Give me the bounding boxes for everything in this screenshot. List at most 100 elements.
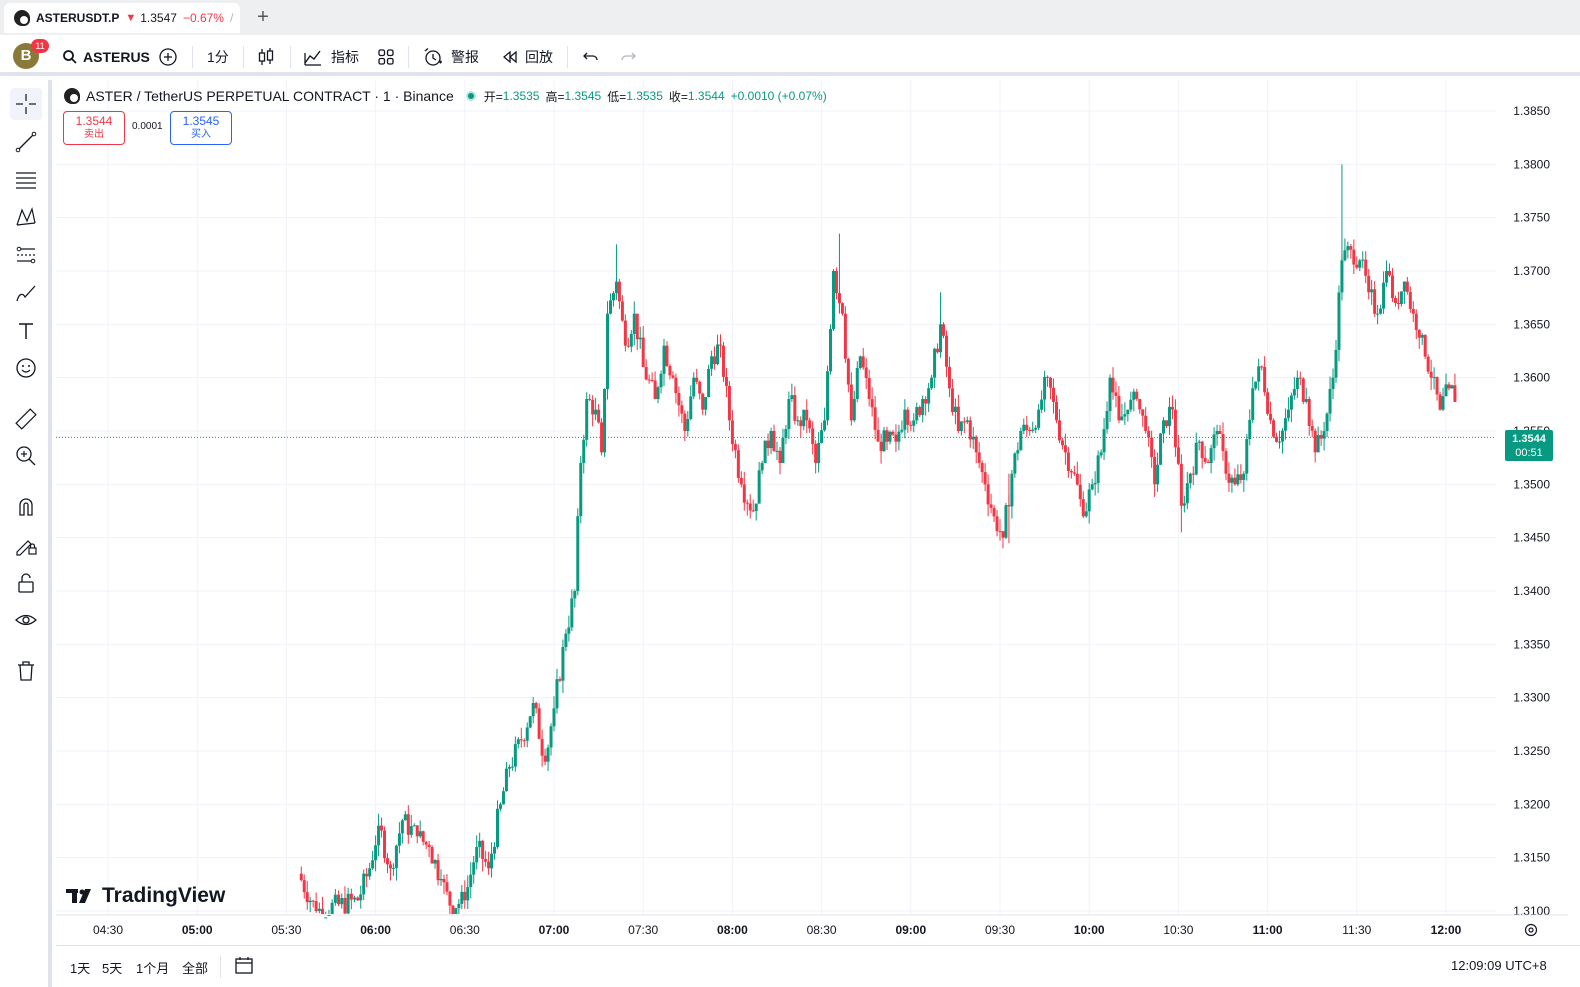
- candle-body: [662, 345, 666, 374]
- candle-body: [1277, 441, 1281, 443]
- range-5d-button[interactable]: 5天: [102, 961, 123, 976]
- range-1d-button[interactable]: 1天: [70, 961, 91, 976]
- candle-body: [760, 463, 764, 471]
- remove-drawings-tool[interactable]: [10, 655, 42, 687]
- drawing-toolbar: [0, 80, 52, 987]
- y-tick-label: 1.3800: [1513, 157, 1550, 171]
- tradingview-watermark[interactable]: TradingView: [66, 884, 225, 908]
- interval-button[interactable]: 1分: [207, 49, 229, 65]
- redo-button[interactable]: [619, 46, 637, 68]
- undo-button[interactable]: [582, 46, 600, 68]
- candle-body: [733, 444, 737, 451]
- fib-tool[interactable]: [10, 164, 42, 196]
- candle-body: [659, 373, 663, 388]
- sell-price: 1.3544: [75, 114, 113, 128]
- magnet-tool[interactable]: [10, 491, 42, 523]
- hide-drawings-tool[interactable]: [10, 604, 42, 636]
- x-tick-label: 07:00: [539, 923, 570, 937]
- legend-title[interactable]: ASTER / TetherUS PERPETUAL CONTRACT · 1 …: [86, 88, 454, 104]
- symbol-search-button[interactable]: ASTERUS: [62, 46, 150, 68]
- candle-body: [1233, 477, 1237, 485]
- layout-button[interactable]: [377, 46, 395, 68]
- candle-body: [555, 679, 559, 709]
- gear-icon[interactable]: [1523, 922, 1539, 938]
- candle-body: [531, 703, 535, 717]
- candle-body: [617, 281, 621, 302]
- indicators-button[interactable]: 指标: [303, 46, 359, 68]
- candle-body: [924, 399, 928, 404]
- candle-body: [823, 420, 827, 431]
- candle-body: [588, 399, 592, 400]
- candle-body: [448, 891, 452, 906]
- candle-body: [1230, 477, 1234, 483]
- trend-line-tool[interactable]: [10, 126, 42, 158]
- new-tab-button[interactable]: +: [257, 6, 269, 28]
- candle-body: [900, 429, 904, 432]
- sell-button[interactable]: 1.3544 卖出: [63, 111, 125, 145]
- alert-button[interactable]: 警报: [423, 46, 479, 68]
- candle-body: [1340, 260, 1344, 293]
- symbol-tab[interactable]: ASTERUSDT.P ▼ 1.3547 −0.67% /: [4, 3, 240, 33]
- prediction-tool[interactable]: [10, 239, 42, 271]
- buy-button[interactable]: 1.3545 买入: [170, 111, 232, 145]
- candle-body: [1057, 420, 1061, 441]
- candle-body: [1263, 367, 1267, 393]
- candle-body: [861, 356, 865, 368]
- candle-body: [1013, 453, 1017, 474]
- candle-body: [674, 377, 678, 394]
- candle-body: [397, 833, 401, 846]
- candle-body: [974, 436, 978, 453]
- crosshair-tool[interactable]: [10, 88, 42, 120]
- candle-body: [1132, 391, 1136, 400]
- candle-body: [840, 303, 844, 314]
- lock-all-tool[interactable]: [10, 567, 42, 599]
- brush-tool[interactable]: [10, 277, 42, 309]
- toolbar-divider: [408, 46, 409, 68]
- market-status-icon[interactable]: [465, 91, 476, 101]
- candle-body: [1260, 366, 1264, 368]
- candle-body: [1123, 414, 1127, 417]
- calendar-icon[interactable]: [234, 955, 254, 975]
- candle-body: [1096, 455, 1100, 483]
- open-label: 开=: [483, 89, 503, 104]
- candle-body: [573, 591, 577, 599]
- candle-body: [1248, 419, 1252, 440]
- lock-drawing-tool[interactable]: [10, 529, 42, 561]
- x-tick-label: 11:30: [1342, 923, 1371, 937]
- chart-background: [56, 80, 1568, 945]
- bottom-bar: 1天 5天 1个月 全部 12:09:09 UTC+8: [56, 945, 1580, 987]
- spread-value: 0.0001: [132, 121, 163, 132]
- candle-body: [754, 503, 758, 511]
- candle-body: [406, 814, 410, 835]
- candle-body: [308, 900, 312, 903]
- high-value: 1.3545: [564, 89, 602, 103]
- y-tick-label: 1.3650: [1513, 317, 1550, 331]
- emoji-tool[interactable]: [10, 352, 42, 384]
- candle-body: [579, 463, 583, 517]
- ruler-tool[interactable]: [10, 403, 42, 435]
- clock-timezone[interactable]: 12:09:09 UTC+8: [1451, 958, 1547, 973]
- chart-type-button[interactable]: [257, 46, 275, 68]
- candle-body: [716, 344, 720, 365]
- search-icon: [63, 50, 77, 64]
- chart-area[interactable]: 1.3850 1.3800 1.3750 1.3700 1.3650 1.3600 1.35…: [56, 80, 1568, 945]
- replay-button[interactable]: 回放: [501, 46, 553, 68]
- range-all-button[interactable]: 全部: [182, 961, 209, 976]
- zoom-tool[interactable]: [10, 440, 42, 472]
- compare-button[interactable]: [158, 46, 178, 68]
- y-tick-label: 1.3700: [1513, 264, 1550, 278]
- candle-body: [451, 905, 455, 914]
- candle-body: [1370, 289, 1374, 293]
- brush-icon: [16, 285, 36, 302]
- pattern-tool[interactable]: [10, 201, 42, 233]
- candle-body: [953, 406, 957, 412]
- candle-body: [333, 894, 337, 903]
- candle-body: [513, 744, 517, 767]
- candle-body: [944, 335, 948, 367]
- price-chart[interactable]: 1.3850 1.3800 1.3750 1.3700 1.3650 1.3600 1.35…: [56, 80, 1568, 945]
- text-tool[interactable]: [10, 315, 42, 347]
- candle-body: [802, 409, 806, 427]
- candle-body: [558, 679, 562, 681]
- range-1m-button[interactable]: 1个月: [136, 961, 170, 976]
- chart-legend: ASTER / TetherUS PERPETUAL CONTRACT · 1 …: [64, 86, 827, 106]
